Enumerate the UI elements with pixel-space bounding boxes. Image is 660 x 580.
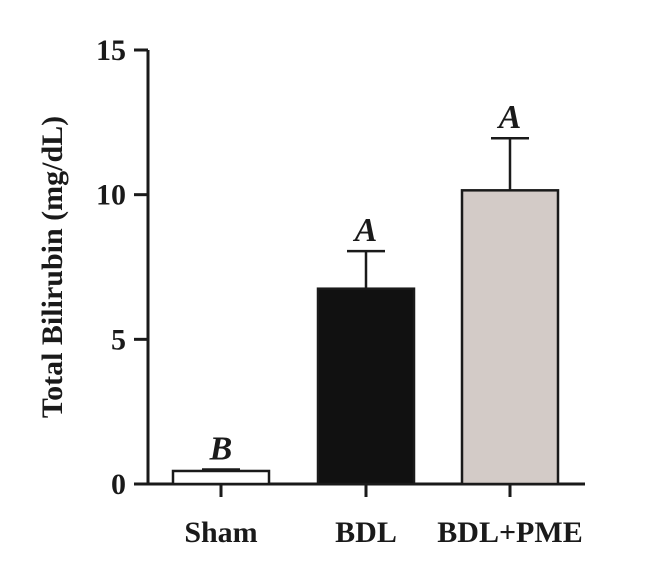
bar [171,469,271,486]
y-tick-label: 5 [111,323,126,356]
y-tick-label: 0 [111,468,126,501]
bar [316,287,416,486]
significance-label: A [353,212,378,249]
y-axis-title: Total Bilirubin (mg/dL) [36,116,69,418]
y-tick-label: 15 [96,34,126,67]
significance-label: A [497,99,522,136]
x-tick-label: Sham [184,516,257,549]
x-tick-label: BDL+PME [437,516,582,549]
bar [460,189,560,486]
significance-label: B [209,431,233,468]
y-tick-label: 10 [96,179,126,212]
bars [171,136,560,486]
x-tick-label: BDL [335,516,397,549]
labels: B Sham A BDL A BDL+PME [184,99,582,549]
